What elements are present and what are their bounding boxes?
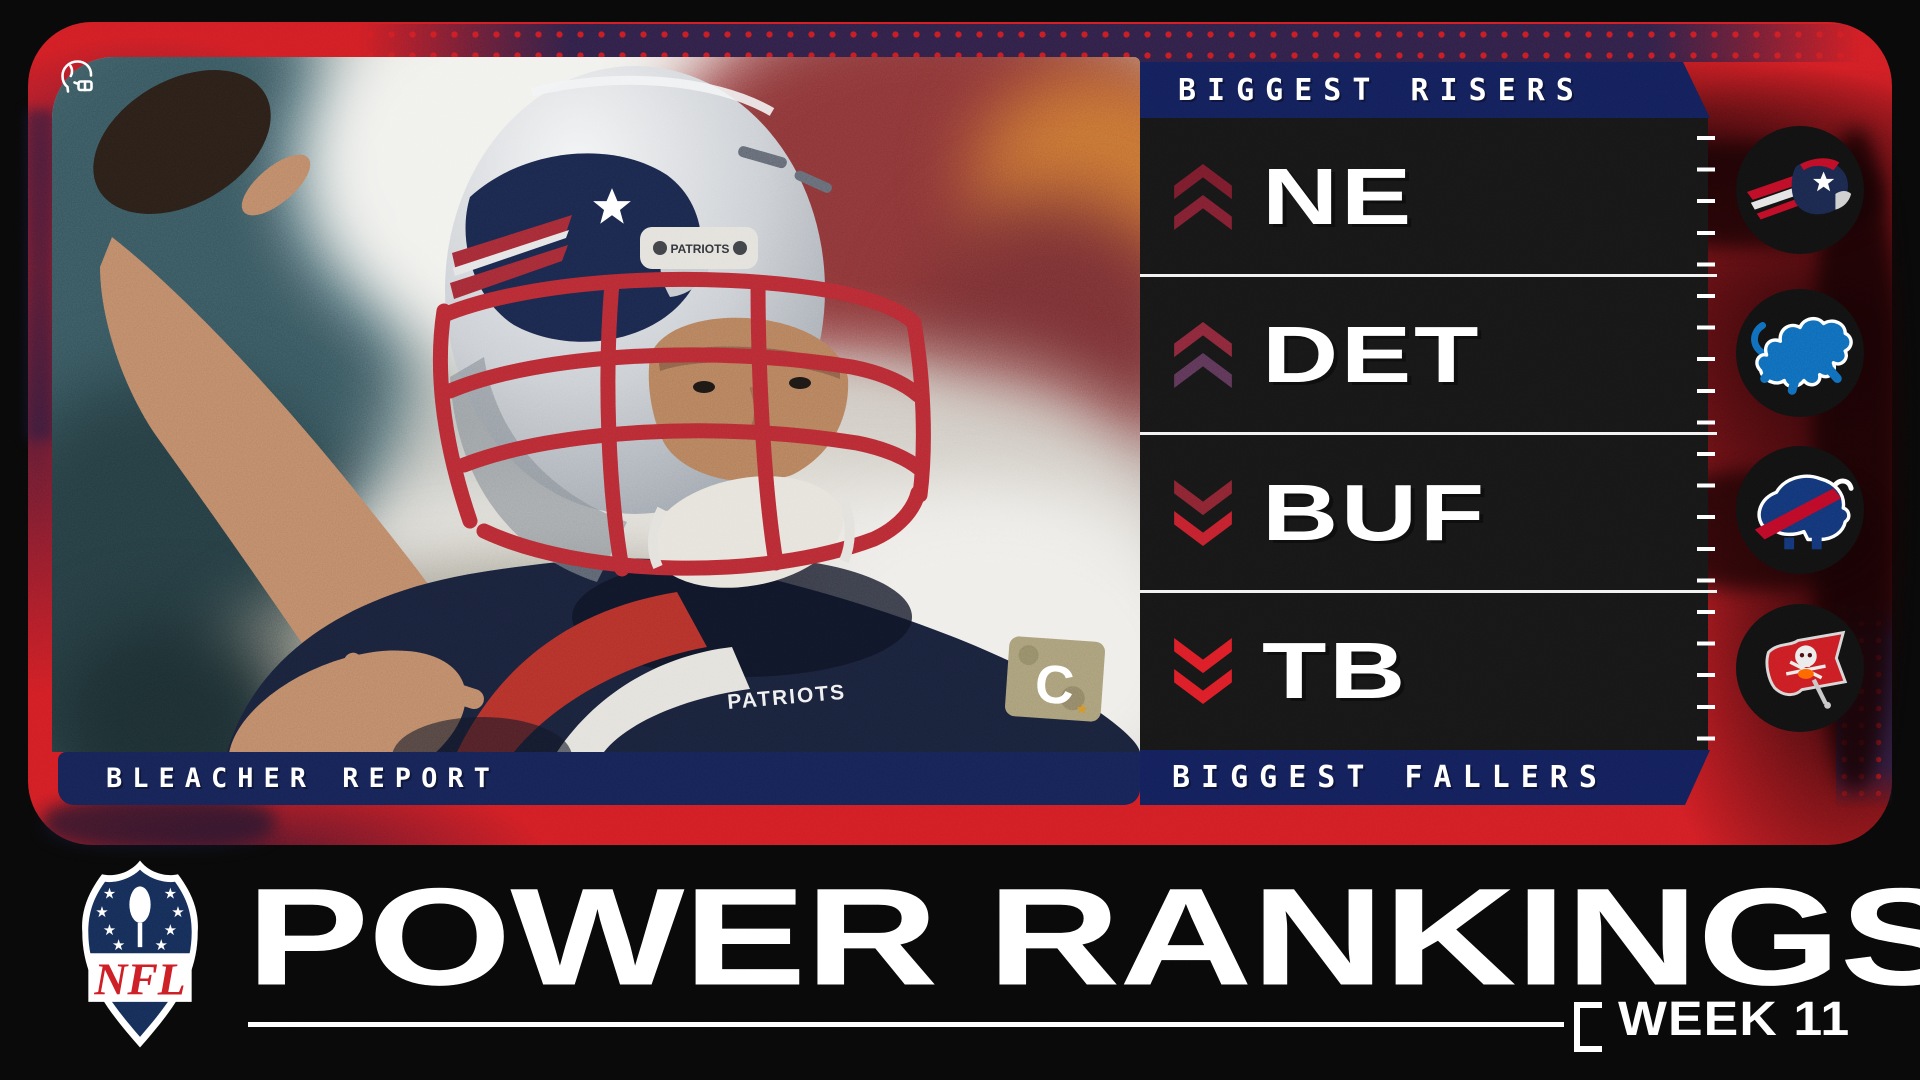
row-separator	[1140, 432, 1717, 435]
quarterback-illustration: PATRIOTS	[93, 66, 1140, 752]
risers-header-bar: BIGGEST RISERS	[1140, 62, 1710, 118]
week-label: WEEK 11	[1618, 993, 1851, 1046]
svg-text:★: ★	[171, 904, 185, 921]
captain-patch: C	[1004, 636, 1106, 722]
credit-bar: BLEACHER REPORT	[58, 752, 1140, 805]
patriots-logo	[1736, 126, 1864, 254]
fallers-footer-bar: BIGGEST FALLERS	[1140, 750, 1710, 805]
page-title: POWER RANKINGS	[246, 859, 1920, 1014]
buccaneers-logo	[1736, 604, 1864, 732]
title-underline	[248, 1022, 1564, 1027]
quarterback-photo: PATRIOTS	[52, 57, 1140, 752]
captain-letter: C	[1033, 654, 1076, 717]
helmet-icon	[61, 60, 93, 93]
row-separator	[1140, 274, 1717, 277]
bills-logo	[1736, 446, 1864, 574]
risers-label: BIGGEST RISERS	[1178, 72, 1585, 108]
nfl-wordmark: NFL	[93, 953, 185, 1004]
double-chevron-down-icon	[1174, 480, 1232, 546]
patriots-logo-icon	[1746, 158, 1852, 220]
svg-text:★: ★	[154, 937, 168, 954]
lions-logo	[1736, 289, 1864, 417]
credit-label: BLEACHER REPORT	[106, 763, 500, 794]
ranking-row-tb: TB	[1140, 592, 1708, 750]
ranking-row-buf: BUF	[1140, 434, 1708, 592]
week-bracket-icon	[1574, 1002, 1602, 1052]
lions-logo-icon	[1751, 316, 1853, 395]
row-separator	[1140, 590, 1717, 593]
buccaneers-logo-icon	[1765, 630, 1848, 709]
ranking-row-ne: NE	[1140, 118, 1708, 276]
dark-paint-smear	[44, 798, 274, 848]
helmet-bumper-text: PATRIOTS	[671, 242, 730, 256]
helmet-bumper: PATRIOTS	[640, 227, 758, 269]
bills-logo-icon	[1754, 474, 1854, 550]
yardline-tick-marks	[1697, 136, 1715, 748]
team-abbr: DET	[1262, 310, 1482, 399]
football	[93, 69, 271, 215]
helmet: PATRIOTS	[432, 66, 931, 588]
double-chevron-down-icon	[1174, 638, 1232, 704]
svg-text:★: ★	[95, 904, 109, 921]
face	[648, 317, 849, 482]
double-chevron-up-icon	[1174, 322, 1232, 388]
team-abbr: BUF	[1262, 468, 1487, 557]
team-abbr: TB	[1262, 626, 1409, 715]
nfl-shield-logo: NFL ★ ★ ★ ★ ★ ★ ★ ★	[82, 860, 198, 1048]
fallers-label: BIGGEST FALLERS	[1172, 760, 1608, 795]
double-chevron-up-icon	[1174, 164, 1232, 230]
team-abbr: NE	[1262, 152, 1414, 241]
svg-text:★: ★	[164, 886, 178, 903]
svg-text:★: ★	[103, 886, 117, 903]
svg-text:★: ★	[112, 937, 126, 954]
ranking-row-det: DET	[1140, 276, 1708, 434]
dark-paint-smear	[26, 110, 54, 440]
